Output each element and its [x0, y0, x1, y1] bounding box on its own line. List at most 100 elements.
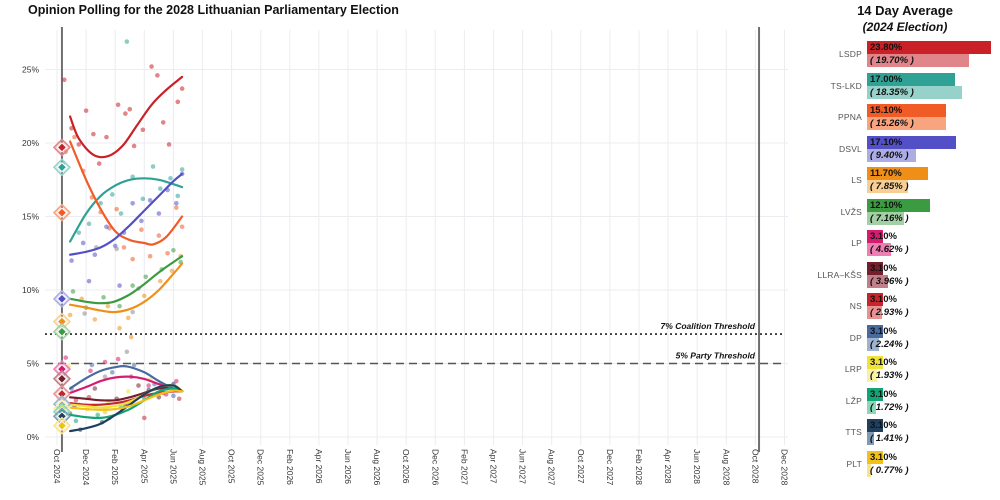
legend-row-ts-lkd: TS-LKD 17.00%( 18.35% )	[812, 72, 998, 99]
party-label-plt: PLT	[846, 458, 862, 469]
poll-point-dp	[109, 370, 115, 375]
poll-point-lsdp	[155, 73, 160, 78]
avg-bar-fill	[867, 387, 884, 401]
avg-bar-fill	[867, 293, 884, 306]
poll-point-lp	[146, 383, 151, 388]
avg-bar-value: 12.10%	[870, 199, 903, 211]
election-bar-lp: ( 4.62% )	[867, 243, 998, 256]
party-bars-lrp: 3.10% ( 1.93% )	[867, 356, 998, 382]
avg-bar-ts-lkd: 17.00%	[867, 72, 998, 86]
trend-line-ls	[69, 262, 184, 314]
party-label-lp: LP	[851, 238, 862, 248]
avg-bar-tts: 3.10%	[867, 419, 998, 432]
avg-bar-fill	[867, 356, 884, 369]
election-bar-ppna: ( 15.26% )	[867, 117, 998, 130]
legend-rows: LSDP 23.80%( 19.70% ) TS-LKD 17.00%( 18.35%…	[812, 41, 998, 477]
election-bar-value: ( 4.62% )	[870, 244, 909, 255]
legend-panel: 14 Day Average (2024 Election) LSDP 23.80…	[812, 2, 998, 482]
avg-bar-lsdp: 23.80%	[867, 41, 998, 54]
poll-point-dsvl	[156, 211, 162, 216]
poll-point-ts-lkd	[76, 230, 82, 235]
poll-point-lv-s	[101, 295, 106, 300]
election-bar-fill	[867, 148, 916, 162]
election-bar-llra-k-s: ( 3.96% )	[867, 274, 998, 288]
avg-bar-lv-s: 12.10%	[867, 198, 998, 212]
legend-row-ls: LS 11.70% ( 7.85% )	[812, 167, 998, 193]
poll-point-lsdp	[179, 86, 185, 91]
poll-point-ts-lkd	[140, 196, 146, 202]
x-tick-label: Feb 2028	[634, 449, 644, 485]
x-tick-label: Jun 2026	[343, 449, 353, 484]
poll-point-other	[114, 246, 119, 252]
party-bars-l-p: 3.10%( 1.72% )	[867, 387, 998, 414]
poll-point-ts-lkd	[179, 167, 185, 172]
poll-point-llra-k-s	[136, 383, 141, 388]
chart-title: Opinion Polling for the 2028 Lithuanian …	[28, 3, 399, 17]
election-bar-fill	[867, 117, 947, 130]
poll-point-ppna	[114, 206, 119, 212]
poll-point-l-p	[95, 412, 101, 418]
election-bar-value: ( 7.16% )	[870, 212, 909, 224]
election-result-marker-ls	[56, 316, 68, 327]
party-bars-dp: 3.10%( 2.24% )	[867, 324, 998, 351]
threshold-label-5: 5% Party Threshold	[676, 351, 756, 361]
party-bars-ts-lkd: 17.00%( 18.35% )	[867, 72, 998, 99]
poll-point-ns	[142, 415, 147, 421]
x-tick-label: Oct 2028	[750, 449, 760, 484]
y-tick-label: 5%	[27, 359, 40, 369]
y-tick-label: 0%	[27, 432, 40, 442]
election-result-marker-ts-lkd	[56, 162, 68, 173]
x-tick-label: Jun 2028	[692, 449, 702, 484]
poll-point-ts-lkd	[118, 211, 124, 216]
avg-bar-value: 17.00%	[870, 73, 903, 85]
x-tick-label: Dec 2027	[605, 449, 615, 486]
avg-bar-value: 23.80%	[870, 42, 903, 53]
avg-bar-value: 3.10%	[870, 231, 897, 242]
poll-point-lsdp	[140, 127, 146, 133]
trend-line-lv-s	[69, 255, 184, 305]
poll-point-other	[102, 374, 108, 380]
poll-point-lsdp	[149, 64, 154, 69]
poll-point-ppna	[156, 233, 162, 238]
party-bars-plt: 3.10%( 0.77% )	[867, 450, 998, 477]
avg-bar-llra-k-s: 3.10%	[867, 261, 998, 275]
trend-line-tts	[69, 384, 184, 433]
election-bar-fill	[867, 432, 875, 445]
avg-bar-dsvl: 17.10%	[867, 135, 998, 149]
poll-point-dp	[171, 393, 176, 399]
avg-bar-value: 3.10%	[870, 357, 897, 368]
poll-point-dsvl	[147, 198, 153, 203]
election-bar-fill	[867, 274, 888, 288]
party-label-ts-lkd: TS-LKD	[830, 80, 862, 91]
election-bar-dp: ( 2.24% )	[867, 337, 998, 351]
avg-bar-fill	[867, 198, 930, 212]
avg-bar-plt: 3.10%	[867, 450, 998, 464]
avg-bar-fill	[867, 419, 884, 432]
x-tick-label: Oct 2025	[227, 449, 237, 484]
poll-point-ts-lkd	[98, 200, 103, 206]
avg-bar-fill	[867, 324, 884, 338]
election-bar-l-p: ( 1.72% )	[867, 400, 998, 414]
x-tick-label: Oct 2024	[52, 449, 62, 484]
poll-point-dsvl	[130, 200, 135, 206]
poll-point-ts-lkd	[150, 164, 156, 169]
avg-bar-fill	[867, 41, 991, 54]
poll-point-ts-lkd	[158, 186, 163, 191]
avg-bar-value: 3.10%	[870, 420, 897, 431]
y-tick-label: 20%	[22, 138, 39, 148]
poll-point-ls	[92, 317, 98, 322]
x-tick-label: Apr 2025	[139, 449, 149, 484]
avg-bar-ns: 3.10%	[867, 293, 998, 306]
election-bar-value: ( 18.35% )	[870, 86, 914, 98]
poll-point-ts-lkd	[86, 221, 92, 227]
poll-point-lp	[73, 397, 79, 403]
x-tick-label: Aug 2026	[372, 449, 382, 486]
avg-bar-value: 15.10%	[870, 105, 903, 116]
election-bar-ts-lkd: ( 18.35% )	[867, 85, 998, 99]
avg-bar-fill	[867, 450, 884, 464]
legend-row-lsdp: LSDP 23.80% ( 19.70% )	[812, 41, 998, 67]
poll-point-ls	[125, 315, 131, 321]
party-bars-dsvl: 17.10%( 9.40% )	[867, 135, 998, 162]
poll-point-lrp	[125, 389, 131, 394]
threshold-label-7: 7% Coalition Threshold	[661, 321, 756, 331]
